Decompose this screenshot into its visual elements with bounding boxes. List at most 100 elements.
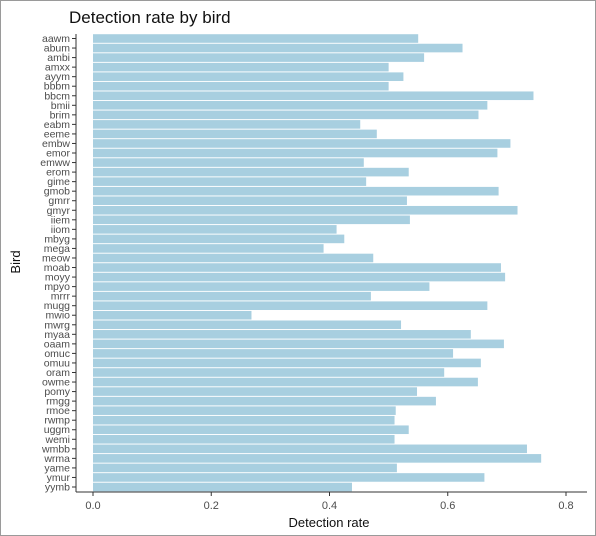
bar-ayym — [93, 72, 404, 81]
y-tick-label-iiem: iiem — [51, 214, 71, 226]
y-tick-label-owme: owme — [42, 377, 70, 389]
bar-iiem — [93, 215, 410, 225]
bar-moab — [93, 263, 501, 272]
x-tick-label: 0.2 — [204, 500, 219, 512]
y-tick-label-uggm: uggm — [44, 424, 71, 436]
y-tick-label-mwio: mwio — [45, 310, 70, 322]
bar-amxx — [93, 62, 389, 72]
bar-erom — [93, 167, 409, 177]
y-tick-label-yymb: yymb — [45, 482, 70, 494]
y-tick-label-moab: moab — [44, 262, 70, 274]
bar-embw — [93, 139, 511, 148]
y-tick-label-myaa: myaa — [44, 329, 70, 341]
bar-myaa — [93, 330, 471, 339]
x-axis: 0.0 0.2 0.4 0.6 0.8 — [76, 491, 587, 512]
bar-rwmp — [93, 415, 395, 425]
bar-yymb — [93, 482, 352, 492]
y-tick-label-gmob: gmob — [44, 186, 70, 198]
y-tick-label-gmrr: gmrr — [48, 195, 70, 207]
bar-meow — [93, 253, 374, 263]
bars-group — [93, 34, 542, 492]
y-tick-label-emor: emor — [46, 148, 70, 160]
y-tick-label-abum: abum — [44, 43, 71, 55]
y-tick-label-rwmp: rwmp — [44, 415, 70, 427]
bar-moyy — [93, 272, 506, 282]
bar-bbbm — [93, 81, 389, 91]
y-tick-label-oram: oram — [46, 367, 70, 379]
x-tick-label: 0.8 — [558, 500, 573, 512]
bar-oaam — [93, 339, 504, 349]
bar-mbyg — [93, 234, 345, 244]
bar-brim — [93, 110, 479, 120]
bar-bbcm — [93, 91, 534, 101]
bar-eeme — [93, 129, 377, 139]
x-tick-label: 0.6 — [440, 500, 455, 512]
bar-gmob — [93, 186, 499, 196]
bar-mwrg — [93, 320, 402, 330]
bar-ymur — [93, 473, 485, 482]
bar-bmii — [93, 101, 488, 110]
bar-rmgg — [93, 396, 436, 406]
y-tick-label-bmii: bmii — [51, 100, 70, 112]
y-tick-label-amxx: amxx — [45, 62, 71, 74]
y-tick-label-emww: emww — [40, 157, 70, 169]
bar-wemi — [93, 434, 395, 444]
chart-title: Detection rate by bird — [69, 8, 231, 27]
y-tick-label-embw: embw — [42, 138, 70, 150]
bar-mpyo — [93, 282, 430, 291]
y-tick-label-ayym: ayym — [45, 71, 70, 83]
bar-iiom — [93, 225, 337, 234]
y-tick-label-yame: yame — [44, 462, 70, 474]
y-tick-label-brim: brim — [50, 109, 71, 121]
y-tick-label-ymur: ymur — [47, 472, 71, 484]
bar-aawm — [93, 34, 419, 43]
y-tick-label-gmyr: gmyr — [47, 205, 71, 217]
y-tick-label-erom: erom — [46, 167, 70, 179]
y-tick-label-bbcm: bbcm — [44, 90, 70, 102]
y-axis-title: Bird — [8, 250, 23, 273]
y-tick-label-mbyg: mbyg — [44, 233, 70, 245]
y-tick-label-moyy: moyy — [45, 272, 71, 284]
y-tick-label-rmgg: rmgg — [46, 396, 70, 408]
y-tick-label-eabm: eabm — [44, 119, 71, 131]
y-tick-label-mugg: mugg — [44, 300, 70, 312]
x-tick-label: 0.4 — [322, 500, 337, 512]
bar-pomy — [93, 387, 418, 396]
bar-oram — [93, 368, 445, 377]
bar-mega — [93, 244, 324, 253]
y-tick-label-mega: mega — [44, 243, 70, 255]
bar-abum — [93, 43, 463, 53]
y-tick-label-bbbm: bbbm — [44, 81, 71, 93]
bar-emor — [93, 148, 498, 158]
bar-eabm — [93, 120, 361, 129]
y-tick-label-mwrg: mwrg — [44, 319, 70, 331]
y-tick-label-pomy: pomy — [44, 386, 70, 398]
bar-gime — [93, 177, 367, 186]
y-tick-label-omuc: omuc — [44, 348, 70, 360]
bar-owme — [93, 377, 478, 387]
y-tick-label-wmbb: wmbb — [41, 443, 70, 455]
y-tick-label-rmoe: rmoe — [46, 405, 70, 417]
bar-gmyr — [93, 205, 518, 215]
bar-mwio — [93, 310, 252, 320]
y-tick-label-iiom: iiom — [51, 224, 71, 236]
y-tick-label-eeme: eeme — [44, 128, 70, 140]
bar-mugg — [93, 301, 488, 310]
bar-omuu — [93, 358, 481, 368]
bar-wmbb — [93, 444, 527, 454]
x-axis-title: Detection rate — [289, 515, 370, 530]
y-axis: aawmabumambiamxxayymbbbmbbcmbmiibrimeabm… — [40, 33, 77, 494]
y-tick-label-gime: gime — [47, 176, 70, 188]
bar-gmrr — [93, 196, 407, 206]
y-tick-label-aawm: aawm — [42, 33, 70, 45]
y-tick-label-mrrr: mrrr — [51, 291, 71, 303]
y-tick-label-ambi: ambi — [47, 52, 70, 64]
y-tick-label-wemi: wemi — [44, 434, 70, 446]
y-tick-label-meow: meow — [42, 252, 70, 264]
bar-rmoe — [93, 406, 396, 415]
bar-ambi — [93, 53, 425, 62]
y-tick-label-wrma: wrma — [43, 453, 70, 465]
bar-yame — [93, 463, 397, 473]
bar-mrrr — [93, 291, 371, 301]
